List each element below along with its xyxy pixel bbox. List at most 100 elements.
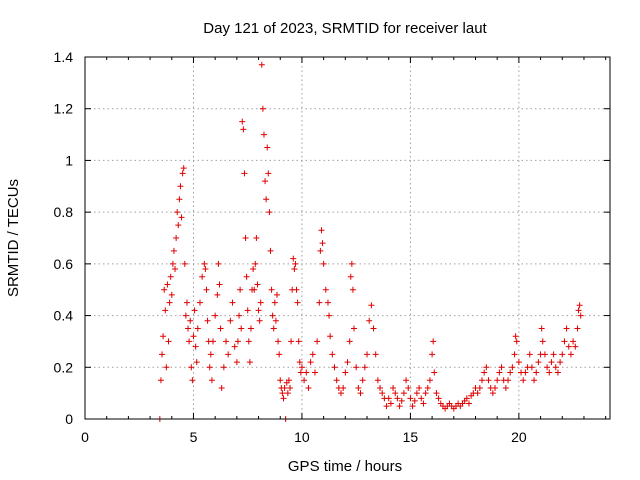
data-point (317, 247, 324, 254)
axis-ticks: 0 0.2 0.4 0.6 0.8 1 1.2 1.4 0 5 10 15 20 (54, 49, 610, 445)
y-tick-label: 0.2 (54, 359, 74, 375)
data-point (199, 273, 206, 280)
data-point (320, 260, 327, 267)
data-point (296, 359, 303, 366)
data-point (346, 338, 353, 345)
data-point (557, 359, 564, 366)
data-point (268, 286, 275, 293)
data-point (167, 273, 174, 280)
data-point (494, 377, 501, 384)
data-point (241, 170, 248, 177)
data-point (208, 377, 215, 384)
data-point (260, 131, 267, 138)
data-point (355, 384, 362, 391)
data-point (344, 359, 351, 366)
data-point (420, 400, 427, 407)
data-point (163, 364, 170, 371)
data-point (361, 364, 368, 371)
data-point (424, 384, 431, 391)
data-point (271, 299, 278, 306)
data-point (385, 395, 392, 402)
data-point (160, 333, 167, 340)
data-point (331, 364, 338, 371)
data-point (565, 343, 572, 350)
data-point (281, 384, 288, 391)
data-point (377, 384, 384, 391)
data-point (347, 273, 354, 280)
data-point (311, 369, 318, 376)
data-point (161, 286, 168, 293)
data-point (172, 266, 179, 273)
data-point (251, 286, 258, 293)
data-point (502, 384, 509, 391)
data-point (176, 196, 183, 203)
data-point (193, 359, 200, 366)
data-point (187, 317, 194, 324)
data-point (492, 384, 499, 391)
data-point (285, 377, 292, 384)
data-point (223, 338, 230, 345)
data-point (531, 377, 538, 384)
data-point (337, 390, 344, 397)
data-point (165, 338, 172, 345)
data-point (390, 384, 397, 391)
y-tick-label: 0.6 (54, 256, 74, 272)
data-point (287, 384, 294, 391)
data-point (169, 260, 176, 267)
data-point (256, 317, 263, 324)
data-point (303, 369, 310, 376)
data-point (244, 307, 251, 314)
data-point (240, 126, 247, 133)
data-point (265, 170, 272, 177)
data-point (481, 369, 488, 376)
data-point (194, 325, 201, 332)
data-point (295, 338, 302, 345)
data-point (326, 312, 333, 319)
data-point (188, 364, 195, 371)
y-tick-label: 1.2 (54, 101, 74, 117)
data-point (196, 299, 203, 306)
data-point (407, 395, 414, 402)
data-point (215, 260, 222, 267)
data-point (429, 351, 436, 358)
data-point (280, 395, 287, 402)
data-point (246, 359, 253, 366)
data-point (272, 317, 279, 324)
data-point (340, 384, 347, 391)
data-point (550, 351, 557, 358)
data-point (538, 325, 545, 332)
data-point (203, 286, 210, 293)
y-tick-label: 1 (65, 152, 73, 168)
data-point (254, 281, 261, 288)
data-point (225, 351, 232, 358)
data-point (333, 377, 340, 384)
data-point (264, 144, 271, 151)
data-point (319, 240, 326, 247)
data-point (366, 317, 373, 324)
data-point (217, 325, 224, 332)
data-point (157, 377, 164, 384)
data-point (266, 209, 273, 216)
data-point (186, 338, 193, 345)
data-point (552, 364, 559, 371)
y-tick-label: 1.4 (54, 49, 74, 65)
y-axis-label: SRMTID / TECUs (5, 179, 22, 297)
data-point (243, 273, 250, 280)
data-point (544, 364, 551, 371)
data-point (416, 384, 423, 391)
data-point (209, 338, 216, 345)
data-point (253, 235, 260, 241)
data-point (259, 105, 266, 112)
data-point (185, 325, 192, 332)
data-point (162, 307, 169, 314)
data-point (181, 260, 188, 267)
data-point (168, 291, 175, 298)
grid (85, 57, 610, 419)
data-point (275, 338, 282, 345)
x-tick-label: 20 (511, 429, 527, 445)
data-point (277, 377, 284, 384)
data-point (159, 351, 166, 358)
data-point (561, 338, 568, 345)
y-tick-label: 0.8 (54, 204, 74, 220)
data-point (284, 390, 291, 397)
